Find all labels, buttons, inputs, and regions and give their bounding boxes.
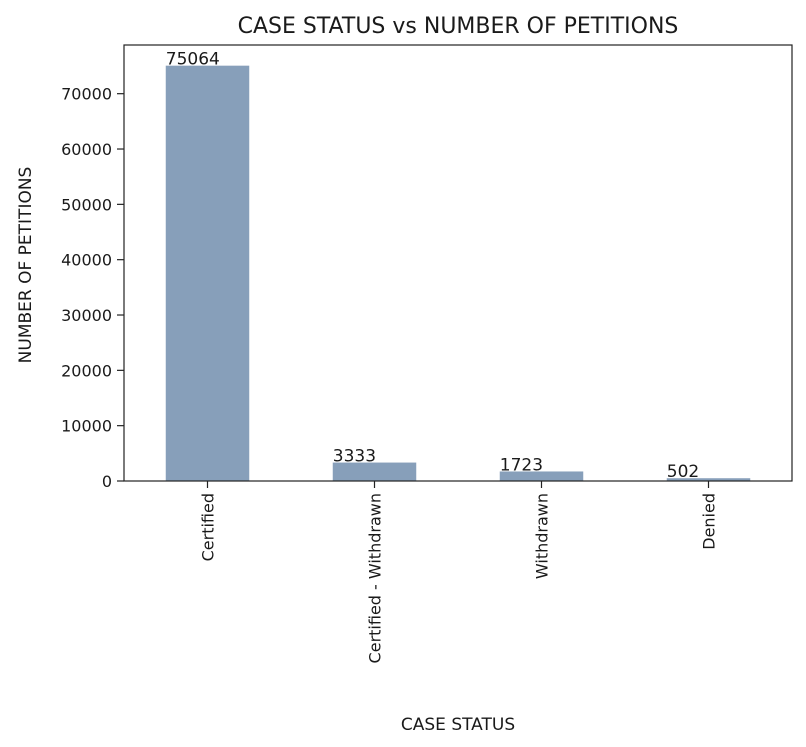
data-label-1: 3333 <box>333 447 376 467</box>
y-tick-label-1: 10000 <box>61 417 112 436</box>
x-tick-label-2: Withdrawn <box>533 493 552 579</box>
y-tick-label-5: 50000 <box>61 195 112 214</box>
y-tick-label-6: 60000 <box>61 140 112 159</box>
bar-0 <box>165 65 250 482</box>
y-tick-label-2: 20000 <box>61 361 112 380</box>
y-axis-label: NUMBER OF PETITIONS <box>16 167 36 364</box>
data-label-3: 502 <box>667 462 699 482</box>
x-tick-label-3: Denied <box>700 493 719 550</box>
data-label-0: 75064 <box>166 50 220 70</box>
y-tick-label-3: 30000 <box>61 306 112 325</box>
data-label-2: 1723 <box>500 455 543 475</box>
x-tick-label-1: Certified - Withdrawn <box>366 493 385 663</box>
bar-2 <box>499 471 584 481</box>
bar-3 <box>666 478 751 481</box>
y-tick-label-4: 40000 <box>61 251 112 270</box>
y-tick-label-7: 70000 <box>61 85 112 104</box>
y-tick-label-0: 0 <box>102 472 112 491</box>
plot-frame <box>123 44 793 482</box>
x-tick-label-0: Certified <box>199 493 218 561</box>
y-axis-ticks: 0 10000 20000 30000 40000 50000 60000 70000 <box>61 85 124 491</box>
x-axis-label: CASE STATUS <box>401 715 515 735</box>
chart-title: CASE STATUS vs NUMBER OF PETITIONS <box>238 14 679 39</box>
bar-1 <box>332 462 417 481</box>
x-axis-ticks: Certified Certified - Withdrawn Withdrawn D… <box>199 481 719 663</box>
data-labels: 75064 3333 1723 502 <box>166 50 699 483</box>
bars-layer <box>165 65 751 482</box>
